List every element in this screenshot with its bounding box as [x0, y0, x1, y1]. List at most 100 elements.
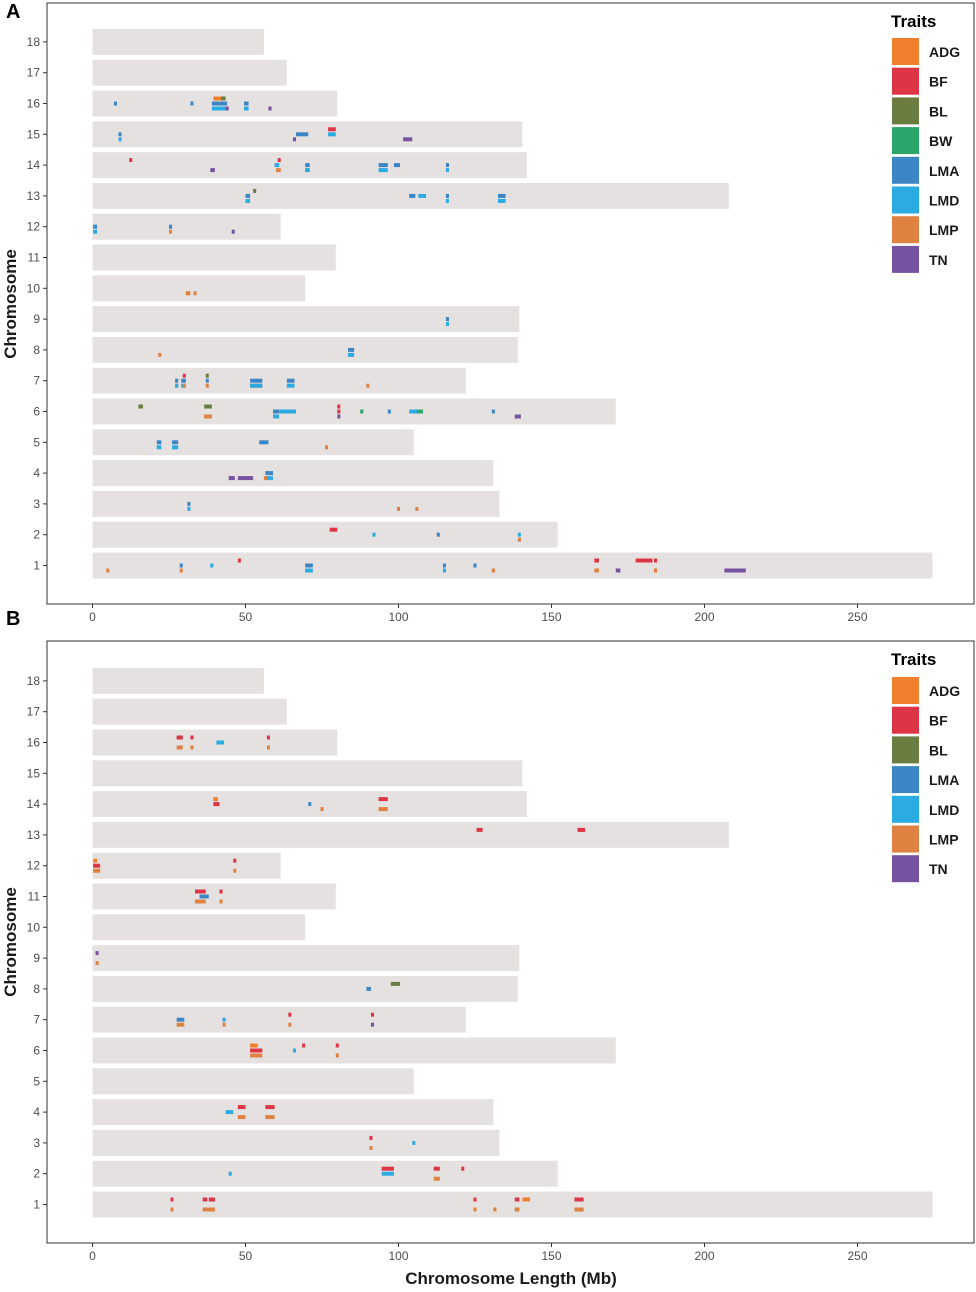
panel-b-y-axis-title: Chromosome [1, 887, 20, 997]
qtl-segment-lma-chr6 [273, 409, 280, 414]
chromosome-bar-8 [92, 336, 518, 363]
qtl-segment-lma-chr1 [305, 563, 313, 568]
qtl-segment-lma-chr1 [442, 563, 446, 568]
qtl-segment-lmp-chr6 [335, 1053, 339, 1058]
qtl-segment-lmp-chr1 [514, 1207, 520, 1212]
qtl-segment-lmd-chr6 [279, 409, 296, 414]
qtl-segment-lma-chr14 [445, 163, 449, 168]
qtl-segment-lma-chr9 [445, 317, 449, 322]
qtl-segment-lmp-chr9 [95, 961, 99, 966]
qtl-segment-lmd-chr14 [305, 168, 310, 173]
chromosome-bar-6 [92, 398, 616, 425]
qtl-segment-bf-chr6 [337, 404, 341, 409]
legend-label-lmd: LMD [929, 802, 959, 818]
panel-b-qtl-segments [93, 735, 586, 1212]
qtl-segment-lmp-chr14 [276, 168, 281, 173]
y-tick-label-8: 8 [33, 982, 40, 996]
y-tick-label-18: 18 [27, 674, 41, 688]
y-tick-label-10: 10 [27, 920, 41, 934]
qtl-segment-tn-chr4 [237, 476, 254, 481]
qtl-segment-lmd-chr14 [274, 163, 280, 168]
qtl-segment-lma-chr16 [113, 101, 117, 106]
qtl-segment-bf-chr7 [288, 1012, 292, 1017]
y-tick-label-2: 2 [33, 1167, 40, 1181]
qtl-segment-lmp-chr12 [93, 868, 101, 873]
y-tick-label-7: 7 [33, 374, 40, 388]
qtl-segment-lma-chr2 [436, 532, 440, 537]
chromosome-bar-18 [92, 667, 264, 694]
qtl-segment-lmd-chr1 [305, 568, 313, 573]
x-tick-label-0: 0 [89, 1249, 96, 1263]
y-tick-label-1: 1 [33, 559, 40, 573]
qtl-segment-bl-chr6 [204, 404, 212, 409]
chromosome-bar-17 [92, 59, 287, 86]
qtl-segment-bf-chr16 [190, 735, 194, 740]
y-tick-label-8: 8 [33, 343, 40, 357]
y-tick-label-16: 16 [27, 97, 41, 111]
chromosome-bar-7 [92, 1006, 466, 1033]
qtl-segment-bf-chr14 [277, 158, 281, 163]
y-tick-label-9: 9 [33, 312, 40, 326]
qtl-segment-adg-chr1 [522, 1197, 531, 1202]
chromosome-bar-17 [92, 698, 287, 725]
qtl-segment-lma-chr16 [190, 101, 194, 106]
qtl-segment-lmp-chr7 [366, 383, 370, 388]
legend-label-bl: BL [929, 742, 948, 758]
y-tick-label-4: 4 [33, 466, 40, 480]
qtl-segment-lmp-chr11 [219, 899, 223, 904]
qtl-segment-bf-chr1 [654, 558, 658, 563]
x-tick-label-50: 50 [239, 1249, 253, 1263]
x-tick-label-100: 100 [388, 1249, 408, 1263]
qtl-segment-bw-chr6 [413, 409, 423, 414]
legend-swatch-adg [892, 38, 919, 65]
qtl-segment-lma-chr1 [473, 563, 477, 568]
qtl-segment-lma-chr13 [245, 193, 251, 198]
qtl-segment-lma-chr7 [176, 1017, 185, 1022]
legend-swatch-bf [892, 67, 919, 95]
qtl-segment-bf-chr11 [195, 889, 206, 894]
qtl-segment-lmp-chr4 [237, 1115, 246, 1120]
legend-swatch-lma [892, 156, 919, 184]
qtl-segment-bw-chr6 [360, 409, 364, 414]
qtl-segment-bf-chr6 [250, 1048, 263, 1053]
qtl-segment-lmd-chr14 [445, 168, 449, 173]
qtl-segment-lmd-chr7 [250, 383, 263, 388]
qtl-segment-lmd-chr2 [381, 1171, 394, 1176]
y-tick-label-6: 6 [33, 1044, 40, 1058]
legend-label-bf: BF [929, 74, 948, 90]
qtl-segment-bf-chr7 [182, 373, 186, 378]
qtl-segment-bf-chr4 [237, 1105, 246, 1110]
qtl-segment-lmd-chr13 [245, 198, 251, 203]
chromosome-bar-2 [92, 1160, 558, 1187]
qtl-segment-lma-chr12 [93, 224, 98, 229]
qtl-segment-lmp-chr11 [195, 899, 206, 904]
qtl-segment-lma-chr5 [172, 440, 179, 445]
qtl-segment-lmp-chr3 [369, 1145, 373, 1150]
qtl-segment-lmp-chr1 [654, 568, 658, 573]
qtl-segment-tn-chr16 [225, 106, 229, 111]
qtl-segment-lmp-chr1 [574, 1207, 584, 1212]
x-tick-label-150: 150 [541, 610, 561, 624]
chromosome-bar-5 [92, 1068, 414, 1095]
qtl-segment-bf-chr14 [213, 802, 220, 807]
qtl-segment-adg-chr14 [213, 797, 218, 802]
qtl-segment-bf-chr1 [594, 558, 599, 563]
qtl-segment-bf-chr1 [514, 1197, 520, 1202]
qtl-segment-bf-chr2 [381, 1166, 388, 1171]
qtl-segment-lma-chr15 [295, 132, 309, 137]
y-tick-label-3: 3 [33, 497, 40, 511]
qtl-segment-lma-chr16 [243, 101, 249, 106]
chromosome-bar-10 [92, 914, 306, 941]
chromosome-bar-8 [92, 975, 518, 1002]
qtl-segment-bf-chr13 [476, 827, 483, 832]
qtl-segment-tn-chr14 [210, 168, 215, 173]
y-tick-label-7: 7 [33, 1013, 40, 1027]
x-tick-label-50: 50 [239, 610, 253, 624]
qtl-segment-tn-chr6 [337, 414, 341, 419]
y-tick-label-13: 13 [27, 189, 41, 203]
y-tick-label-5: 5 [33, 435, 40, 449]
qtl-segment-lma-chr13 [445, 193, 449, 198]
legend-label-bw: BW [929, 133, 953, 149]
